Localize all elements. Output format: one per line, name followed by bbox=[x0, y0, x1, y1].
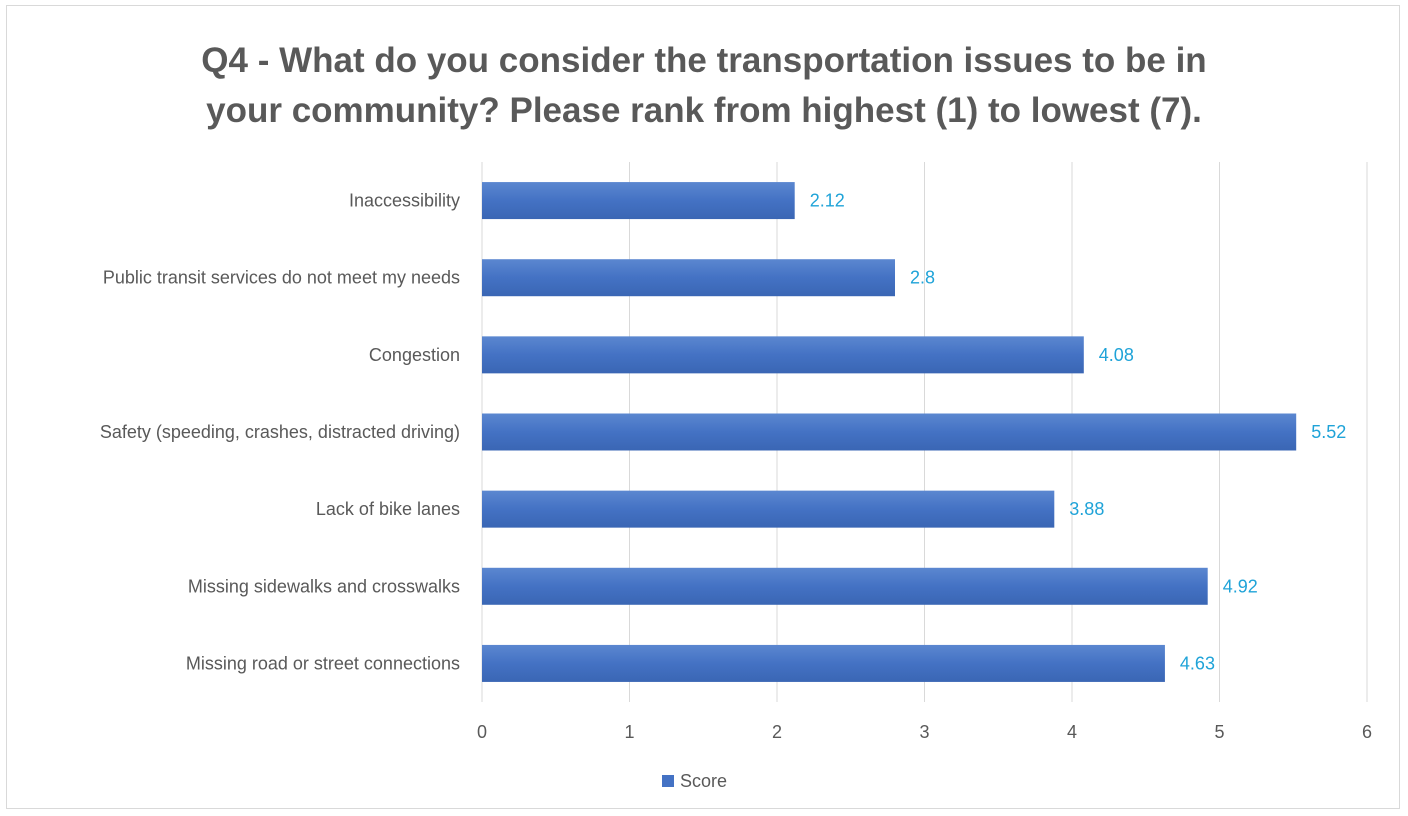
data-label: 2.12 bbox=[810, 191, 845, 211]
category-label: Missing road or street connections bbox=[186, 653, 460, 673]
category-label: Lack of bike lanes bbox=[316, 499, 460, 519]
data-label: 4.63 bbox=[1180, 653, 1215, 673]
chart-title-line-1: Q4 - What do you consider the transporta… bbox=[201, 41, 1207, 80]
x-tick-label: 4 bbox=[1067, 722, 1077, 742]
x-tick-label: 0 bbox=[477, 722, 487, 742]
data-label: 4.08 bbox=[1099, 345, 1134, 365]
x-tick-label: 5 bbox=[1214, 722, 1224, 742]
bar bbox=[482, 259, 895, 297]
x-tick-label: 6 bbox=[1362, 722, 1372, 742]
legend-label-score: Score bbox=[680, 770, 728, 791]
category-label: Inaccessibility bbox=[349, 191, 460, 211]
legend-swatch-score bbox=[662, 775, 674, 787]
category-label: Missing sidewalks and crosswalks bbox=[188, 576, 460, 596]
data-label: 3.88 bbox=[1069, 499, 1104, 519]
x-tick-label: 1 bbox=[624, 722, 634, 742]
x-tick-label: 3 bbox=[919, 722, 929, 742]
category-label: Safety (speeding, crashes, distracted dr… bbox=[100, 422, 460, 442]
chart-title-line-2: your community? Please rank from highest… bbox=[206, 91, 1202, 130]
data-label: 2.8 bbox=[910, 268, 935, 288]
x-tick-label: 2 bbox=[772, 722, 782, 742]
chart-title: Q4 - What do you consider the transporta… bbox=[7, 36, 1401, 136]
bar bbox=[482, 644, 1165, 682]
category-label: Public transit services do not meet my n… bbox=[103, 268, 460, 288]
category-label: Congestion bbox=[369, 345, 460, 365]
bar bbox=[482, 336, 1084, 374]
bar bbox=[482, 567, 1208, 605]
chart-legend: Score bbox=[662, 769, 727, 793]
bar bbox=[482, 490, 1055, 528]
bar bbox=[482, 413, 1297, 451]
bar bbox=[482, 182, 795, 220]
data-label: 5.52 bbox=[1311, 422, 1346, 442]
data-label: 4.92 bbox=[1223, 576, 1258, 596]
